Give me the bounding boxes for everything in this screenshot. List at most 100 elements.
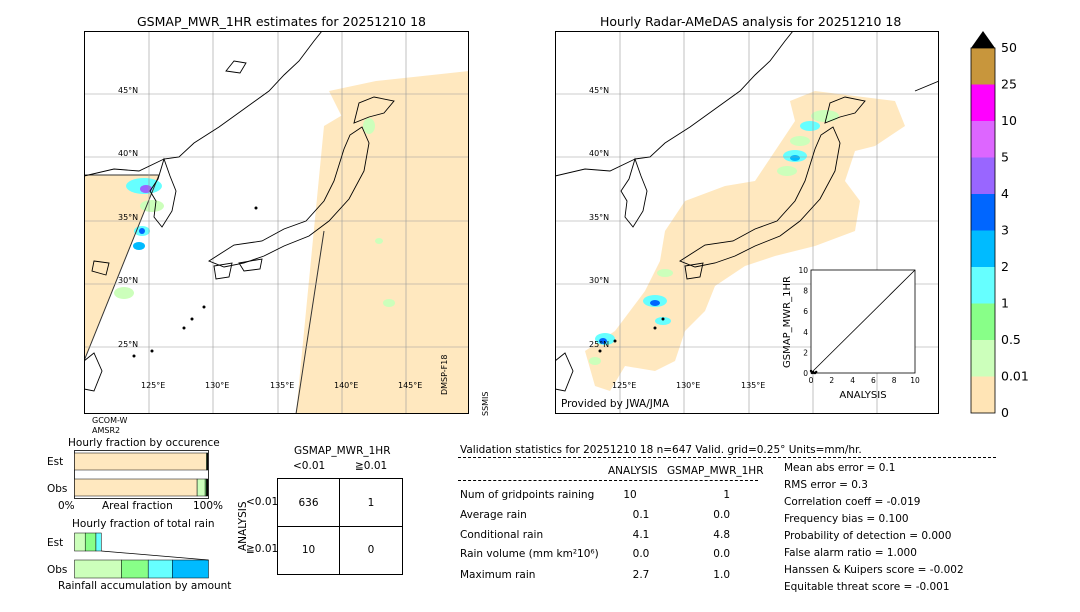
- contingency-table: 636 1 10 0: [277, 478, 403, 575]
- rain-caption: Rainfall accumulation by amount: [58, 580, 232, 592]
- lon-label: 125°E: [141, 381, 165, 390]
- scatter-point: [809, 369, 813, 373]
- rain-bar-segment: [172, 559, 209, 579]
- y-tick-label: 4: [803, 328, 808, 337]
- x-tick-label: 6: [871, 376, 876, 385]
- occurrence-title: Hourly fraction by occurence: [68, 437, 220, 449]
- colorbar-segment: [971, 157, 995, 194]
- lon-label: 130°E: [205, 381, 229, 390]
- stat-value-estimate: 1: [723, 489, 730, 501]
- rain-bar-segment: [121, 559, 149, 579]
- colorbar-segments: [971, 48, 995, 413]
- colorbar-labels: 50 25 10 5 4 3 2 1 0.5 0.01 0: [1001, 40, 1029, 420]
- colorbar-segment: [971, 48, 995, 85]
- rain-row-est: Est: [47, 537, 64, 549]
- lon-label: 140°E: [334, 381, 358, 390]
- right-lat-labels: 45°N 40°N 35°N 30°N 25°N: [589, 86, 609, 349]
- lon-label: 145°E: [398, 381, 422, 390]
- colorbar-label: 1: [1001, 296, 1009, 311]
- scatter-inset: 0 2 4 6 8 10 0 2 4 6 8 10 ANALYSIS GSMAP…: [782, 266, 920, 401]
- contingency-row-header: <0.01: [246, 496, 279, 508]
- sat-left-line1: GCOM-W: [92, 416, 128, 425]
- map-credit: Provided by JWA/JMA: [561, 398, 670, 410]
- colorbar-segment: [971, 194, 995, 231]
- reference-line: [810, 269, 916, 374]
- score-line: False alarm ratio = 1.000: [784, 547, 917, 559]
- score-line: Correlation coeff = -0.019: [784, 496, 921, 508]
- lat-label: 25°N: [589, 340, 609, 349]
- lat-label: 40°N: [589, 149, 609, 158]
- validation-divider: [458, 457, 996, 458]
- y-tick-label: 6: [803, 307, 808, 316]
- rain-bar-segment: [147, 559, 173, 579]
- colorbar-label: 4: [1001, 186, 1009, 201]
- lat-label: 35°N: [589, 213, 609, 222]
- occ-row-est: Est: [47, 456, 64, 468]
- colorbar-segment: [971, 84, 995, 121]
- validation-col-b: GSMAP_MWR_1HR: [667, 465, 764, 477]
- contingency-cell: 10: [301, 544, 316, 556]
- colorbar-segment: [971, 376, 995, 413]
- lat-label: 30°N: [589, 276, 609, 285]
- rain-bar-segment: [74, 559, 122, 579]
- x-tick-label: 2: [829, 376, 834, 385]
- right-islands: [598, 317, 665, 353]
- occurrence-bar-segment: [206, 452, 209, 471]
- score-line: Hanssen & Kuipers score = -0.002: [784, 564, 964, 576]
- stat-label: Conditional rain: [460, 529, 544, 541]
- y-tick-label: 0: [803, 369, 808, 378]
- contingency-cell: 636: [298, 497, 319, 509]
- stat-value-analysis: 2.7: [632, 569, 650, 581]
- rain-connector: [101, 550, 209, 561]
- y-tick-label: 8: [803, 287, 808, 296]
- occurrence-bar-segment: [206, 478, 209, 497]
- lat-label: 30°N: [118, 276, 138, 285]
- scatter-x-ticks: 0 2 4 6 8 10: [809, 376, 920, 385]
- occurrence-bar-segment: [196, 478, 206, 497]
- colorbar-label: 5: [1001, 150, 1009, 165]
- x-tick-label: 0: [809, 376, 814, 385]
- sat-right-line2: SSMIS: [481, 391, 490, 417]
- colorbar: 50 25 10 5 4 3 2 1 0.5 0.01 0: [970, 31, 1029, 420]
- stat-value-estimate: 1.0: [713, 569, 730, 581]
- validation-col-a: ANALYSIS: [608, 465, 658, 477]
- scatter-y-ticks: 0 2 4 6 8 10: [798, 266, 808, 378]
- rain-fraction-bars: [74, 532, 209, 579]
- stat-value-estimate: 0.0: [713, 548, 730, 560]
- lat-label: 45°N: [118, 86, 138, 95]
- left-map-title: GSMAP_MWR_1HR estimates for 20251210 18: [137, 14, 426, 29]
- right-map-title: Hourly Radar-AMeDAS analysis for 2025121…: [600, 14, 902, 29]
- left-lat-labels: 45°N 40°N 35°N 30°N 25°N: [118, 86, 138, 349]
- occ-axis-right: 100%: [193, 500, 224, 512]
- colorbar-label: 0: [1001, 405, 1009, 420]
- colorbar-label: 0.01: [1001, 369, 1029, 384]
- left-islands: [132, 206, 258, 358]
- validation-header: Validation statistics for 20251210 18 n=…: [460, 444, 862, 456]
- scatter-ylabel: GSMAP_MWR_1HR: [782, 276, 793, 368]
- rain-row-obs: Obs: [47, 564, 68, 576]
- x-tick-label: 10: [910, 376, 920, 385]
- rain-fraction-chart: [74, 532, 209, 579]
- left-lon-labels: 125°E 130°E 135°E 140°E 145°E: [141, 381, 422, 390]
- lon-label: 135°E: [270, 381, 294, 390]
- colorbar-label: 25: [1001, 77, 1017, 92]
- lon-label: 125°E: [612, 381, 636, 390]
- stat-value-analysis: 0.1: [632, 509, 650, 521]
- sat-left-line2: AMSR2: [92, 426, 121, 435]
- occurrence-bars: [74, 452, 209, 497]
- score-line: Frequency bias = 0.100: [784, 513, 909, 525]
- colorbar-segment: [971, 230, 995, 267]
- rain-bar-segment: [84, 532, 97, 552]
- occ-axis-left: 0%: [58, 500, 75, 512]
- occurrence-bar-segment: [74, 478, 198, 497]
- lon-label: 130°E: [676, 381, 700, 390]
- contingency-title: GSMAP_MWR_1HR: [294, 445, 391, 457]
- contingency-col-header: ≧0.01: [355, 460, 388, 472]
- right-lon-labels: 125°E 130°E 135°E: [612, 381, 765, 390]
- stat-value-estimate: 4.8: [713, 529, 730, 541]
- contingency-row-header: ≧0.01: [246, 543, 279, 555]
- stat-value-estimate: 0.0: [713, 509, 730, 521]
- stat-label: Rain volume (mm km²10⁶): [460, 548, 599, 560]
- score-line: Mean abs error = 0.1: [784, 462, 896, 474]
- left-map: 45°N 40°N 35°N 30°N 25°N 125°E 130°E 135…: [84, 31, 469, 414]
